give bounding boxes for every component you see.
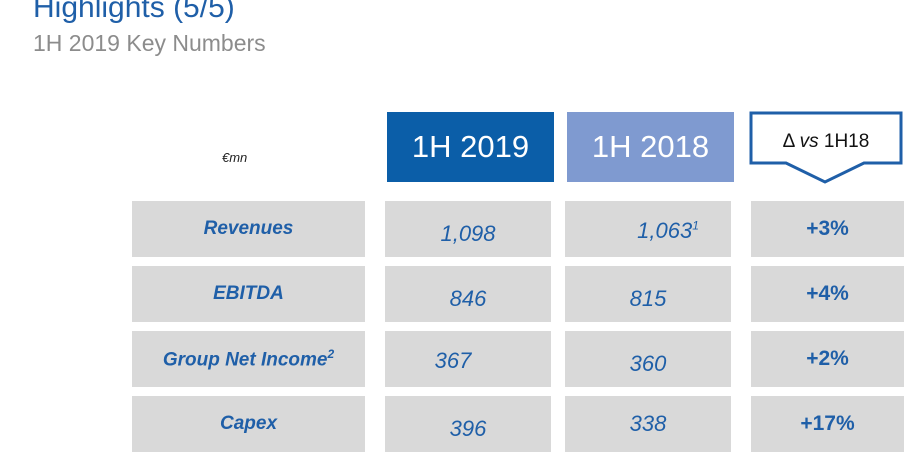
row-label-group-net-income: Group Net Income2 <box>132 331 365 387</box>
footnote-marker: 1 <box>692 218 699 233</box>
cell-ebitda-1h2019: 846 <box>385 266 551 322</box>
value-with-footnote: 1,0631 <box>637 218 699 244</box>
value-text: 338 <box>629 411 667 436</box>
value-text: 846 <box>449 286 487 311</box>
value-text: 1,098 <box>440 221 496 246</box>
delta-callout-shape <box>749 111 903 184</box>
column-header-1h-2018: 1H 2018 <box>567 112 734 182</box>
delta-value: +17% <box>800 412 855 435</box>
delta-symbol: Δ <box>782 131 795 152</box>
cell-revenues-1h2019: 1,098 <box>385 201 551 257</box>
value-text: 815 <box>629 286 667 311</box>
page-subtitle: 1H 2019 Key Numbers <box>33 30 266 56</box>
cell-revenues-1h2018: 1,0631 <box>565 201 731 257</box>
cell-group-net-income-delta: +2% <box>751 331 904 387</box>
delta-header-label: Δ vs 1H18 <box>749 131 903 153</box>
row-label-text: EBITDA <box>213 283 284 304</box>
column-header-1h-2019: 1H 2019 <box>387 112 554 182</box>
row-label-text: Capex <box>219 413 278 434</box>
delta-reference: 1H18 <box>823 131 870 152</box>
value-text: 396 <box>449 416 487 441</box>
row-label-text: Revenues <box>203 218 294 239</box>
cell-group-net-income-1h2018: 360 <box>565 331 731 387</box>
cell-capex-1h2018: 338 <box>565 396 731 452</box>
value-text: 367 <box>434 348 472 373</box>
footnote-marker: 2 <box>327 346 335 361</box>
cell-capex-delta: +17% <box>751 396 904 452</box>
value-text: 1,063 <box>637 218 693 243</box>
column-header-delta: Δ vs 1H18 <box>749 111 903 184</box>
value-text: 360 <box>629 351 667 376</box>
delta-vs-text: vs <box>799 131 819 152</box>
cell-ebitda-1h2018: 815 <box>565 266 731 322</box>
delta-value: +4% <box>806 282 849 305</box>
cell-revenues-delta: +3% <box>751 201 904 257</box>
row-label-revenues: Revenues <box>132 201 365 257</box>
page-title: Highlights (5/5) <box>33 0 235 24</box>
row-label-text: Group Net Income <box>162 349 328 371</box>
row-label-with-footnote: Group Net Income2 <box>163 347 334 371</box>
row-label-capex: Capex <box>132 396 365 452</box>
cell-ebitda-delta: +4% <box>751 266 904 322</box>
row-label-ebitda: EBITDA <box>132 266 365 322</box>
delta-value: +3% <box>806 217 849 240</box>
cell-group-net-income-1h2019: 367 <box>385 331 551 387</box>
delta-value: +2% <box>806 347 849 370</box>
unit-label: €mn <box>222 150 248 165</box>
cell-capex-1h2019: 396 <box>385 396 551 452</box>
